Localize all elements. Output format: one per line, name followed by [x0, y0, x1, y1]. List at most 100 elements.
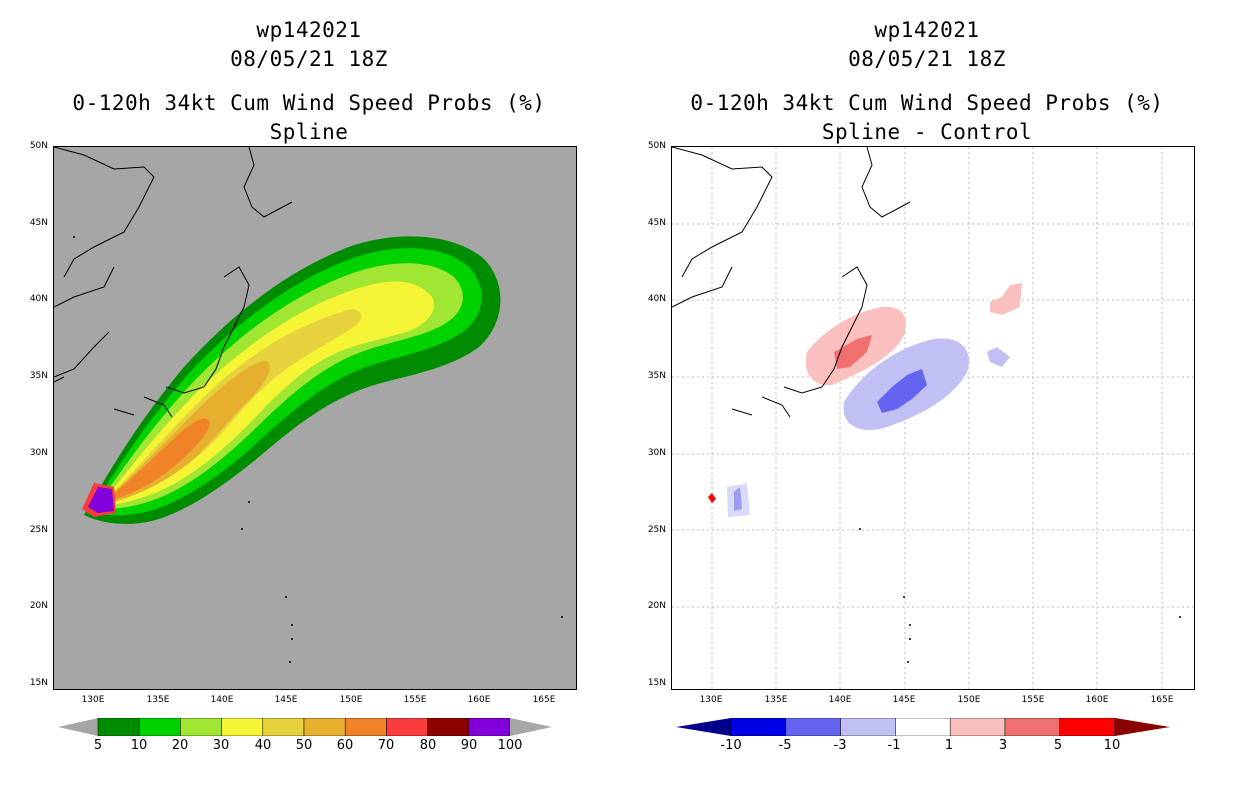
method-title: Spline [269, 120, 349, 144]
colorbar-label: -5 [778, 738, 792, 753]
diff-negative-1-south [727, 483, 750, 517]
colorbar-label: -10 [720, 738, 742, 753]
colorbar-cell [427, 718, 470, 736]
diff-positive-3 [834, 335, 872, 369]
lat-label: 30N [29, 448, 48, 458]
colorbar-cell [468, 718, 511, 736]
colorbar-end-high [1115, 718, 1170, 736]
probability-colorbar [58, 718, 552, 736]
datetime-title: 08/05/21 18Z [230, 47, 388, 71]
colorbar-end-low [676, 718, 731, 736]
lat-label: 40N [647, 294, 666, 304]
coastlines [54, 147, 293, 418]
colorbar-cell [180, 718, 222, 736]
lon-label: 140E [828, 695, 852, 705]
colorbar-label: 3 [998, 738, 1008, 753]
prob-contour-60 [104, 418, 210, 501]
lat-label: 35N [647, 371, 666, 381]
colorbar-cell [221, 718, 264, 736]
colorbar-cell [138, 718, 181, 736]
lon-label: 160E [467, 695, 491, 705]
product-title: 0-120h 34kt Cum Wind Speed Probs (%) [72, 91, 546, 115]
islands [859, 528, 1181, 663]
colorbar-cell [1059, 718, 1115, 736]
datetime-title: 08/05/21 18Z [848, 47, 1006, 71]
probability-map [53, 146, 577, 690]
lon-label: 135E [146, 695, 170, 705]
gridlines [672, 147, 1194, 689]
colorbar-label: 1 [944, 738, 954, 753]
colorbar-cell [840, 718, 896, 736]
colorbar-label: 10 [130, 738, 148, 753]
lat-label: 15N [647, 678, 666, 688]
colorbar-cell [1004, 718, 1061, 736]
lat-label: 45N [29, 218, 48, 228]
colorbar-cell [730, 718, 787, 736]
lon-label: 145E [274, 695, 298, 705]
lon-label: 140E [210, 695, 234, 705]
lon-label: 155E [1021, 695, 1045, 705]
storm-id-title: wp142021 [256, 18, 362, 42]
colorbar-label: 40 [254, 738, 272, 753]
method-title: Spline - Control [821, 120, 1033, 144]
colorbar-cell [262, 718, 305, 736]
coastlines [672, 147, 911, 418]
colorbar-cell [344, 718, 387, 736]
colorbar-cell [303, 718, 346, 736]
left-panel: wp142021 08/05/21 18Z 0-120h 34kt Cum Wi… [29, 18, 577, 753]
colorbar-label: -3 [833, 738, 847, 753]
colorbar-label: 90 [460, 738, 478, 753]
difference-map-svg [672, 147, 1194, 689]
storm-id-title: wp142021 [874, 18, 980, 42]
lat-label: 50N [29, 141, 48, 151]
colorbar-label: 20 [171, 738, 189, 753]
lat-label: 30N [647, 448, 666, 458]
right-panel: wp142021 08/05/21 18Z 0-120h 34kt Cum Wi… [618, 0, 1236, 800]
lat-label: 45N [647, 218, 666, 228]
colorbar-label: 100 [497, 738, 523, 753]
colorbar-end-low [58, 718, 98, 736]
islands [73, 236, 563, 663]
colorbar-label: -1 [887, 738, 901, 753]
lat-label: 35N [29, 371, 48, 381]
lon-label: 165E [532, 695, 556, 705]
lon-label: 130E [699, 695, 723, 705]
difference-map [671, 146, 1195, 690]
lon-label: 150E [957, 695, 981, 705]
difference-colorbar [676, 718, 1170, 736]
lat-label: 50N [647, 141, 666, 151]
colorbar-cells [730, 718, 1115, 736]
lat-label: 25N [29, 525, 48, 535]
lon-label: 135E [764, 695, 788, 705]
colorbar-cell [97, 718, 140, 736]
colorbar-label: 70 [377, 738, 395, 753]
lon-label: 155E [403, 695, 427, 705]
colorbar-cell [949, 718, 1006, 736]
colorbar-end-high [510, 718, 552, 736]
diff-positive-5-south [708, 493, 716, 503]
colorbar-label: 80 [419, 738, 437, 753]
lon-label: 160E [1085, 695, 1109, 705]
colorbar-cell [895, 718, 951, 736]
lon-label: 150E [339, 695, 363, 705]
lat-label: 40N [29, 294, 48, 304]
colorbar-label: 50 [295, 738, 313, 753]
lon-label: 165E [1150, 695, 1174, 705]
lon-label: 145E [892, 695, 916, 705]
lat-label: 25N [647, 525, 666, 535]
colorbar-label: 60 [336, 738, 354, 753]
lat-label: 15N [29, 678, 48, 688]
diff-negative-3 [877, 369, 927, 413]
colorbar-label: 5 [1053, 738, 1063, 753]
colorbar-cell [386, 718, 428, 736]
diff-negative-1-east [987, 347, 1010, 367]
prob-contour-100 [88, 487, 114, 513]
colorbar-label: 5 [93, 738, 103, 753]
probability-map-svg [54, 147, 563, 663]
colorbar-cells [97, 718, 511, 736]
colorbar-label: 10 [1103, 738, 1121, 753]
colorbar-cell [785, 718, 841, 736]
lon-label: 130E [81, 695, 105, 705]
lat-label: 20N [29, 601, 48, 611]
colorbar-label: 30 [212, 738, 230, 753]
